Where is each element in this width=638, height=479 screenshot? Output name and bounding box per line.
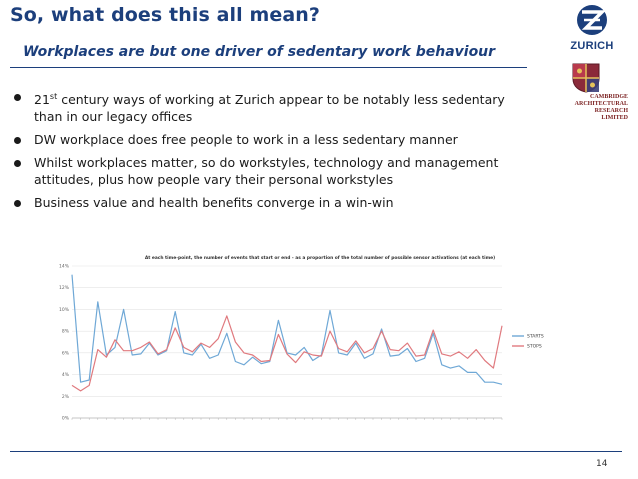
series-line-stops [71, 315, 503, 392]
zurich-logo-icon [577, 5, 607, 35]
y-tick-label: 4% [62, 372, 70, 378]
title-divider [10, 67, 527, 68]
bullet-text: Whilst workplaces matter, so do workstyl… [34, 155, 499, 188]
car-crest-icon [572, 63, 600, 93]
series-line-starts [71, 274, 503, 385]
car-line: RESEARCH [594, 108, 628, 114]
sensor-events-line-chart: At each time-point, the number of events… [59, 255, 544, 422]
bullet-item: DW workplace does free people to work in… [14, 131, 534, 148]
y-tick-label: 0% [62, 416, 70, 422]
bullet-dot-icon [14, 160, 21, 168]
slide-subtitle: Workplaces are but one driver of sedenta… [23, 44, 496, 60]
bullet-superscript: st [49, 92, 58, 101]
bullet-dot-icon [14, 200, 21, 208]
bullet-item: Business value and health benefits conve… [14, 194, 534, 211]
y-tick-label: 14% [59, 264, 70, 270]
bullet-dot-icon [14, 94, 21, 101]
chart-title: At each time-point, the number of events… [145, 255, 495, 261]
y-tick-label: 6% [62, 350, 70, 356]
bullet-text: DW workplace does free people to work in… [34, 132, 458, 148]
legend-label: STARTS [527, 334, 544, 340]
bullet-text: century ways of working at Zurich appear… [34, 92, 505, 125]
bullet-item: Whilst workplaces matter, so do workstyl… [14, 154, 534, 188]
zurich-wordmark: ZURICH [570, 40, 614, 52]
footer-divider [10, 451, 622, 452]
car-logo-text: CAMBRIDGE ARCHITECTURAL RESEARCH LIMITED [556, 94, 628, 122]
bullet-dot-icon [14, 137, 21, 145]
y-tick-label: 12% [59, 285, 70, 291]
car-line: LIMITED [601, 115, 628, 121]
legend-label: STOPS [527, 344, 542, 350]
bullet-text: Business value and health benefits conve… [34, 195, 394, 211]
car-line: CAMBRIDGE [589, 94, 628, 100]
slide-title: So, what does this all mean? [10, 4, 320, 26]
car-line: ARCHITECTURAL [574, 101, 628, 107]
page-number: 14 [596, 459, 608, 469]
y-tick-label: 2% [62, 394, 70, 400]
bullet-text: 21 [34, 92, 50, 108]
bullet-item: 21st century ways of working at Zurich a… [14, 88, 534, 125]
y-tick-label: 8% [62, 329, 70, 335]
y-tick-label: 10% [59, 307, 70, 313]
bullet-list: 21st century ways of working at Zurich a… [14, 88, 534, 217]
